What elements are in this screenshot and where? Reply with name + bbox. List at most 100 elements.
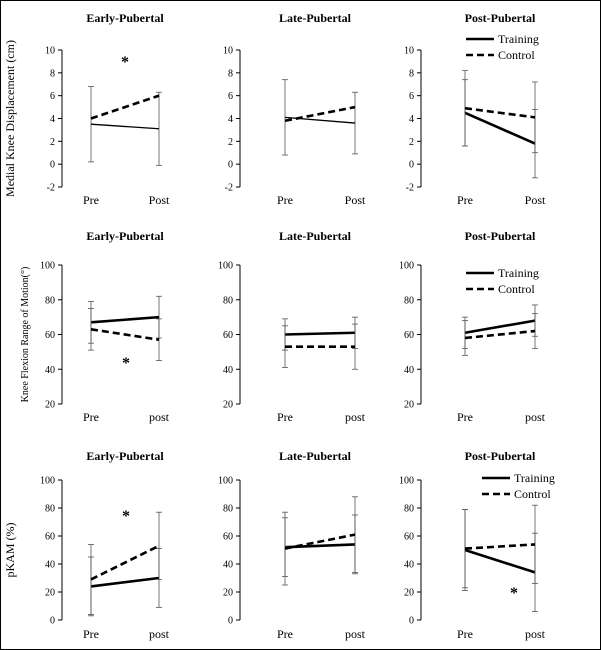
y-tick-label: 0 [50, 616, 55, 627]
series-line-control [90, 328, 160, 341]
y-tick-label: 8 [409, 68, 414, 79]
y-tick-label: 8 [228, 68, 233, 79]
legend-label-training: Training [514, 471, 555, 485]
y-tick-label: 40 [404, 365, 414, 376]
significance-marker: * [122, 355, 130, 372]
series-line-control [90, 544, 160, 581]
y-tick-label: -2 [225, 183, 233, 194]
series-line-control [464, 106, 536, 119]
y-tick-label: 80 [223, 295, 233, 306]
y-tick-label: 100 [218, 476, 233, 487]
x-category-label: Pre [83, 193, 99, 207]
x-category-label: Pre [277, 193, 293, 207]
y-tick-label: 20 [223, 400, 233, 411]
y-tick-label: 40 [223, 365, 233, 376]
y-tick-label: 40 [45, 365, 55, 376]
y-tick-label: 4 [50, 114, 55, 125]
panel-3: Early-Pubertal 20 40 60 80 100 Pre post Knee Fle… [20, 229, 170, 424]
y-tick-label: 2 [228, 137, 233, 148]
series-line-training [464, 548, 536, 574]
panel-title: Post-Pubertal [465, 449, 536, 463]
y-tick-label: 20 [45, 588, 55, 599]
y-tick-label: 10 [45, 46, 55, 57]
y-tick-label: 100 [399, 476, 414, 487]
y-tick-label: 0 [50, 160, 55, 171]
series-line-training [284, 116, 356, 124]
series-line-training [464, 111, 536, 145]
y-tick-label: 60 [404, 532, 414, 543]
y-tick-label: 8 [50, 68, 55, 79]
panel-title: Late-Pubertal [279, 449, 352, 463]
series-line-training [284, 331, 356, 336]
panel-2: Post-Pubertal -2 0 2 4 6 8 10 Pre Post Training Con… [404, 11, 546, 207]
x-category-label: Pre [457, 627, 473, 641]
significance-marker: * [510, 585, 518, 602]
x-category-label: Pre [83, 410, 99, 424]
y-tick-label: 60 [223, 532, 233, 543]
panel-title: Late-Pubertal [279, 11, 352, 25]
legend-label-control: Control [498, 282, 535, 296]
y-tick-label: 2 [409, 137, 414, 148]
y-tick-label: 0 [228, 160, 233, 171]
y-tick-label: 100 [40, 261, 55, 272]
significance-marker: * [121, 54, 129, 71]
legend-label-training: Training [498, 32, 539, 46]
panel-4: Late-Pubertal 20 40 60 80 100 Pre post [218, 229, 366, 424]
x-category-label: Pre [457, 193, 473, 207]
y-tick-label: 80 [223, 504, 233, 515]
series-line-control [90, 94, 160, 120]
y-tick-label: 20 [404, 588, 414, 599]
x-category-label: Post [525, 193, 546, 207]
panel-title: Early-Pubertal [86, 11, 164, 25]
x-category-label: post [149, 627, 170, 641]
y-tick-label: 60 [404, 330, 414, 341]
y-tick-label: 80 [404, 295, 414, 306]
y-tick-label: 60 [223, 330, 233, 341]
panel-0: Early-Pubertal -2 0 2 4 6 8 10 Pre Post Medial Kne… [3, 11, 170, 207]
y-tick-label: 4 [228, 114, 233, 125]
y-tick-label: 20 [223, 588, 233, 599]
x-category-label: Pre [277, 410, 293, 424]
y-tick-label: 80 [45, 504, 55, 515]
panel-5: Post-Pubertal 20 40 60 80 100 Pre post Training C… [399, 229, 546, 424]
x-category-label: post [525, 627, 546, 641]
x-category-label: Post [345, 193, 366, 207]
y-tick-label: 0 [228, 616, 233, 627]
x-category-label: Pre [457, 410, 473, 424]
y-tick-label: 0 [409, 160, 414, 171]
panel-7: Late-Pubertal 0 20 40 60 80 100 Pre post [218, 449, 366, 641]
panel-title: Post-Pubertal [465, 229, 536, 243]
panel-6: Early-Pubertal 0 20 40 60 80 100 Pre post pKAM (%… [3, 449, 170, 641]
series-line-control [284, 105, 356, 123]
series-line-training [90, 576, 160, 588]
y-tick-label: 100 [218, 261, 233, 272]
series-line-training [90, 315, 160, 324]
y-tick-label: 10 [404, 46, 414, 57]
y-tick-label: 100 [40, 476, 55, 487]
series-line-training [90, 123, 160, 130]
y-tick-label: 40 [223, 560, 233, 571]
y-tick-label: 20 [45, 400, 55, 411]
legend-label-control: Control [498, 48, 535, 62]
y-tick-label: 100 [399, 261, 414, 272]
y-tick-label: 6 [228, 91, 233, 102]
legend-label-training: Training [498, 266, 539, 280]
series-line-control [464, 329, 536, 340]
y-axis-label: Medial Knee Displacement (cm) [3, 40, 17, 197]
series-line-control [284, 533, 356, 550]
panel-title: Late-Pubertal [279, 229, 352, 243]
y-tick-label: 40 [45, 560, 55, 571]
y-tick-label: 2 [50, 137, 55, 148]
y-tick-label: 6 [409, 91, 414, 102]
y-axis-label: Knee Flexion Range of Motion(°) [20, 267, 31, 403]
y-tick-label: 60 [45, 330, 55, 341]
x-category-label: post [149, 410, 170, 424]
y-tick-label: 10 [223, 46, 233, 57]
panel-8: Post-Pubertal 0 20 40 60 80 100 Pre post Training… [399, 449, 555, 641]
y-tick-label: -2 [406, 183, 414, 194]
x-category-label: post [345, 627, 366, 641]
y-tick-label: 6 [50, 91, 55, 102]
x-category-label: Post [149, 193, 170, 207]
